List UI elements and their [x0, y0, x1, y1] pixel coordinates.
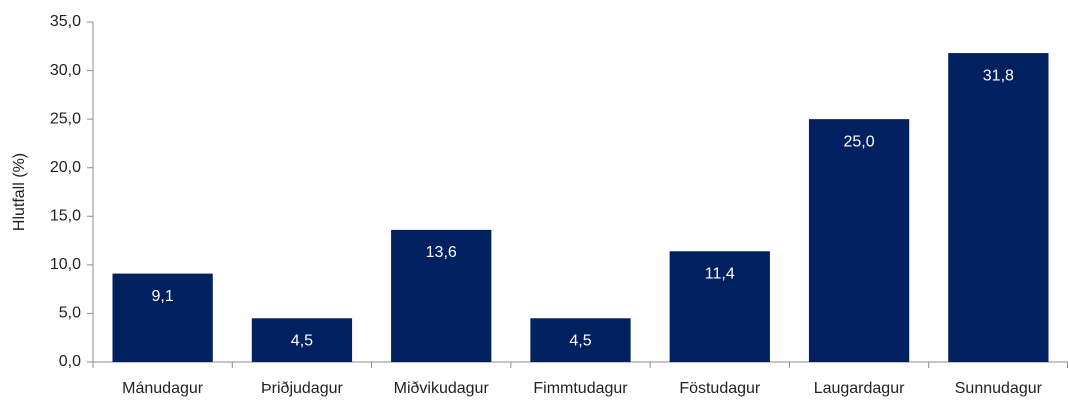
data-label: 25,0 — [844, 133, 875, 150]
y-tick-label: 10,0 — [50, 256, 81, 273]
y-tick-label: 25,0 — [50, 110, 81, 127]
y-tick-label: 15,0 — [50, 208, 81, 225]
y-tick-label: 20,0 — [50, 159, 81, 176]
y-tick-label: 0,0 — [59, 353, 81, 370]
y-tick-label: 5,0 — [59, 305, 81, 322]
data-label: 4,5 — [569, 333, 591, 350]
bar — [669, 251, 770, 362]
x-tick-label: Fimmtudagur — [533, 380, 628, 397]
bar — [112, 273, 213, 362]
data-label: 9,1 — [152, 288, 174, 305]
y-tick-label: 30,0 — [50, 62, 81, 79]
bar — [391, 229, 492, 362]
data-label: 11,4 — [705, 265, 735, 282]
bar — [808, 119, 910, 363]
x-tick-label: Miðvikudagur — [394, 380, 490, 397]
data-label: 13,6 — [426, 244, 457, 261]
bar — [530, 318, 631, 362]
x-tick-label: Föstudagur — [679, 380, 761, 397]
bar — [948, 53, 1049, 362]
y-tick-label: 35,0 — [50, 13, 81, 30]
data-label: 4,5 — [291, 333, 313, 350]
x-tick-label: Sunnudagur — [955, 380, 1043, 397]
bar — [251, 318, 353, 362]
y-axis-label: Hlutfall (%) — [11, 153, 28, 231]
x-tick-label: Þriðjudagur — [261, 380, 344, 397]
x-tick-label: Mánudagur — [122, 380, 204, 397]
x-tick-label: Laugardagur — [814, 380, 905, 397]
data-label: 31,8 — [983, 67, 1014, 84]
